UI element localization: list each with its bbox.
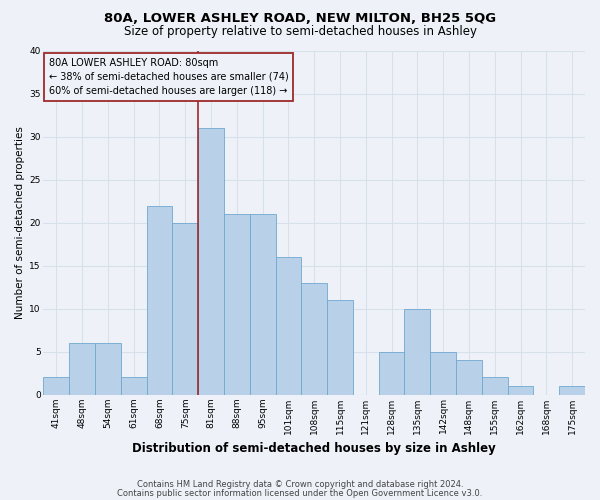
Bar	[430, 352, 456, 395]
Bar	[404, 308, 430, 394]
Bar	[224, 214, 250, 394]
Text: 80A LOWER ASHLEY ROAD: 80sqm
← 38% of semi-detached houses are smaller (74)
60% : 80A LOWER ASHLEY ROAD: 80sqm ← 38% of se…	[49, 58, 289, 96]
Bar	[43, 378, 69, 394]
Bar	[379, 352, 404, 395]
Bar	[508, 386, 533, 394]
Bar	[95, 343, 121, 394]
Text: Contains HM Land Registry data © Crown copyright and database right 2024.: Contains HM Land Registry data © Crown c…	[137, 480, 463, 489]
Text: Contains public sector information licensed under the Open Government Licence v3: Contains public sector information licen…	[118, 488, 482, 498]
Bar	[121, 378, 146, 394]
Bar	[275, 257, 301, 394]
Bar	[301, 283, 327, 395]
Bar	[559, 386, 585, 394]
Bar	[69, 343, 95, 394]
X-axis label: Distribution of semi-detached houses by size in Ashley: Distribution of semi-detached houses by …	[133, 442, 496, 455]
Bar	[456, 360, 482, 394]
Bar	[327, 300, 353, 394]
Bar	[482, 378, 508, 394]
Text: Size of property relative to semi-detached houses in Ashley: Size of property relative to semi-detach…	[124, 25, 476, 38]
Y-axis label: Number of semi-detached properties: Number of semi-detached properties	[15, 126, 25, 319]
Bar	[172, 223, 198, 394]
Bar	[146, 206, 172, 394]
Text: 80A, LOWER ASHLEY ROAD, NEW MILTON, BH25 5QG: 80A, LOWER ASHLEY ROAD, NEW MILTON, BH25…	[104, 12, 496, 26]
Bar	[198, 128, 224, 394]
Bar	[250, 214, 275, 394]
